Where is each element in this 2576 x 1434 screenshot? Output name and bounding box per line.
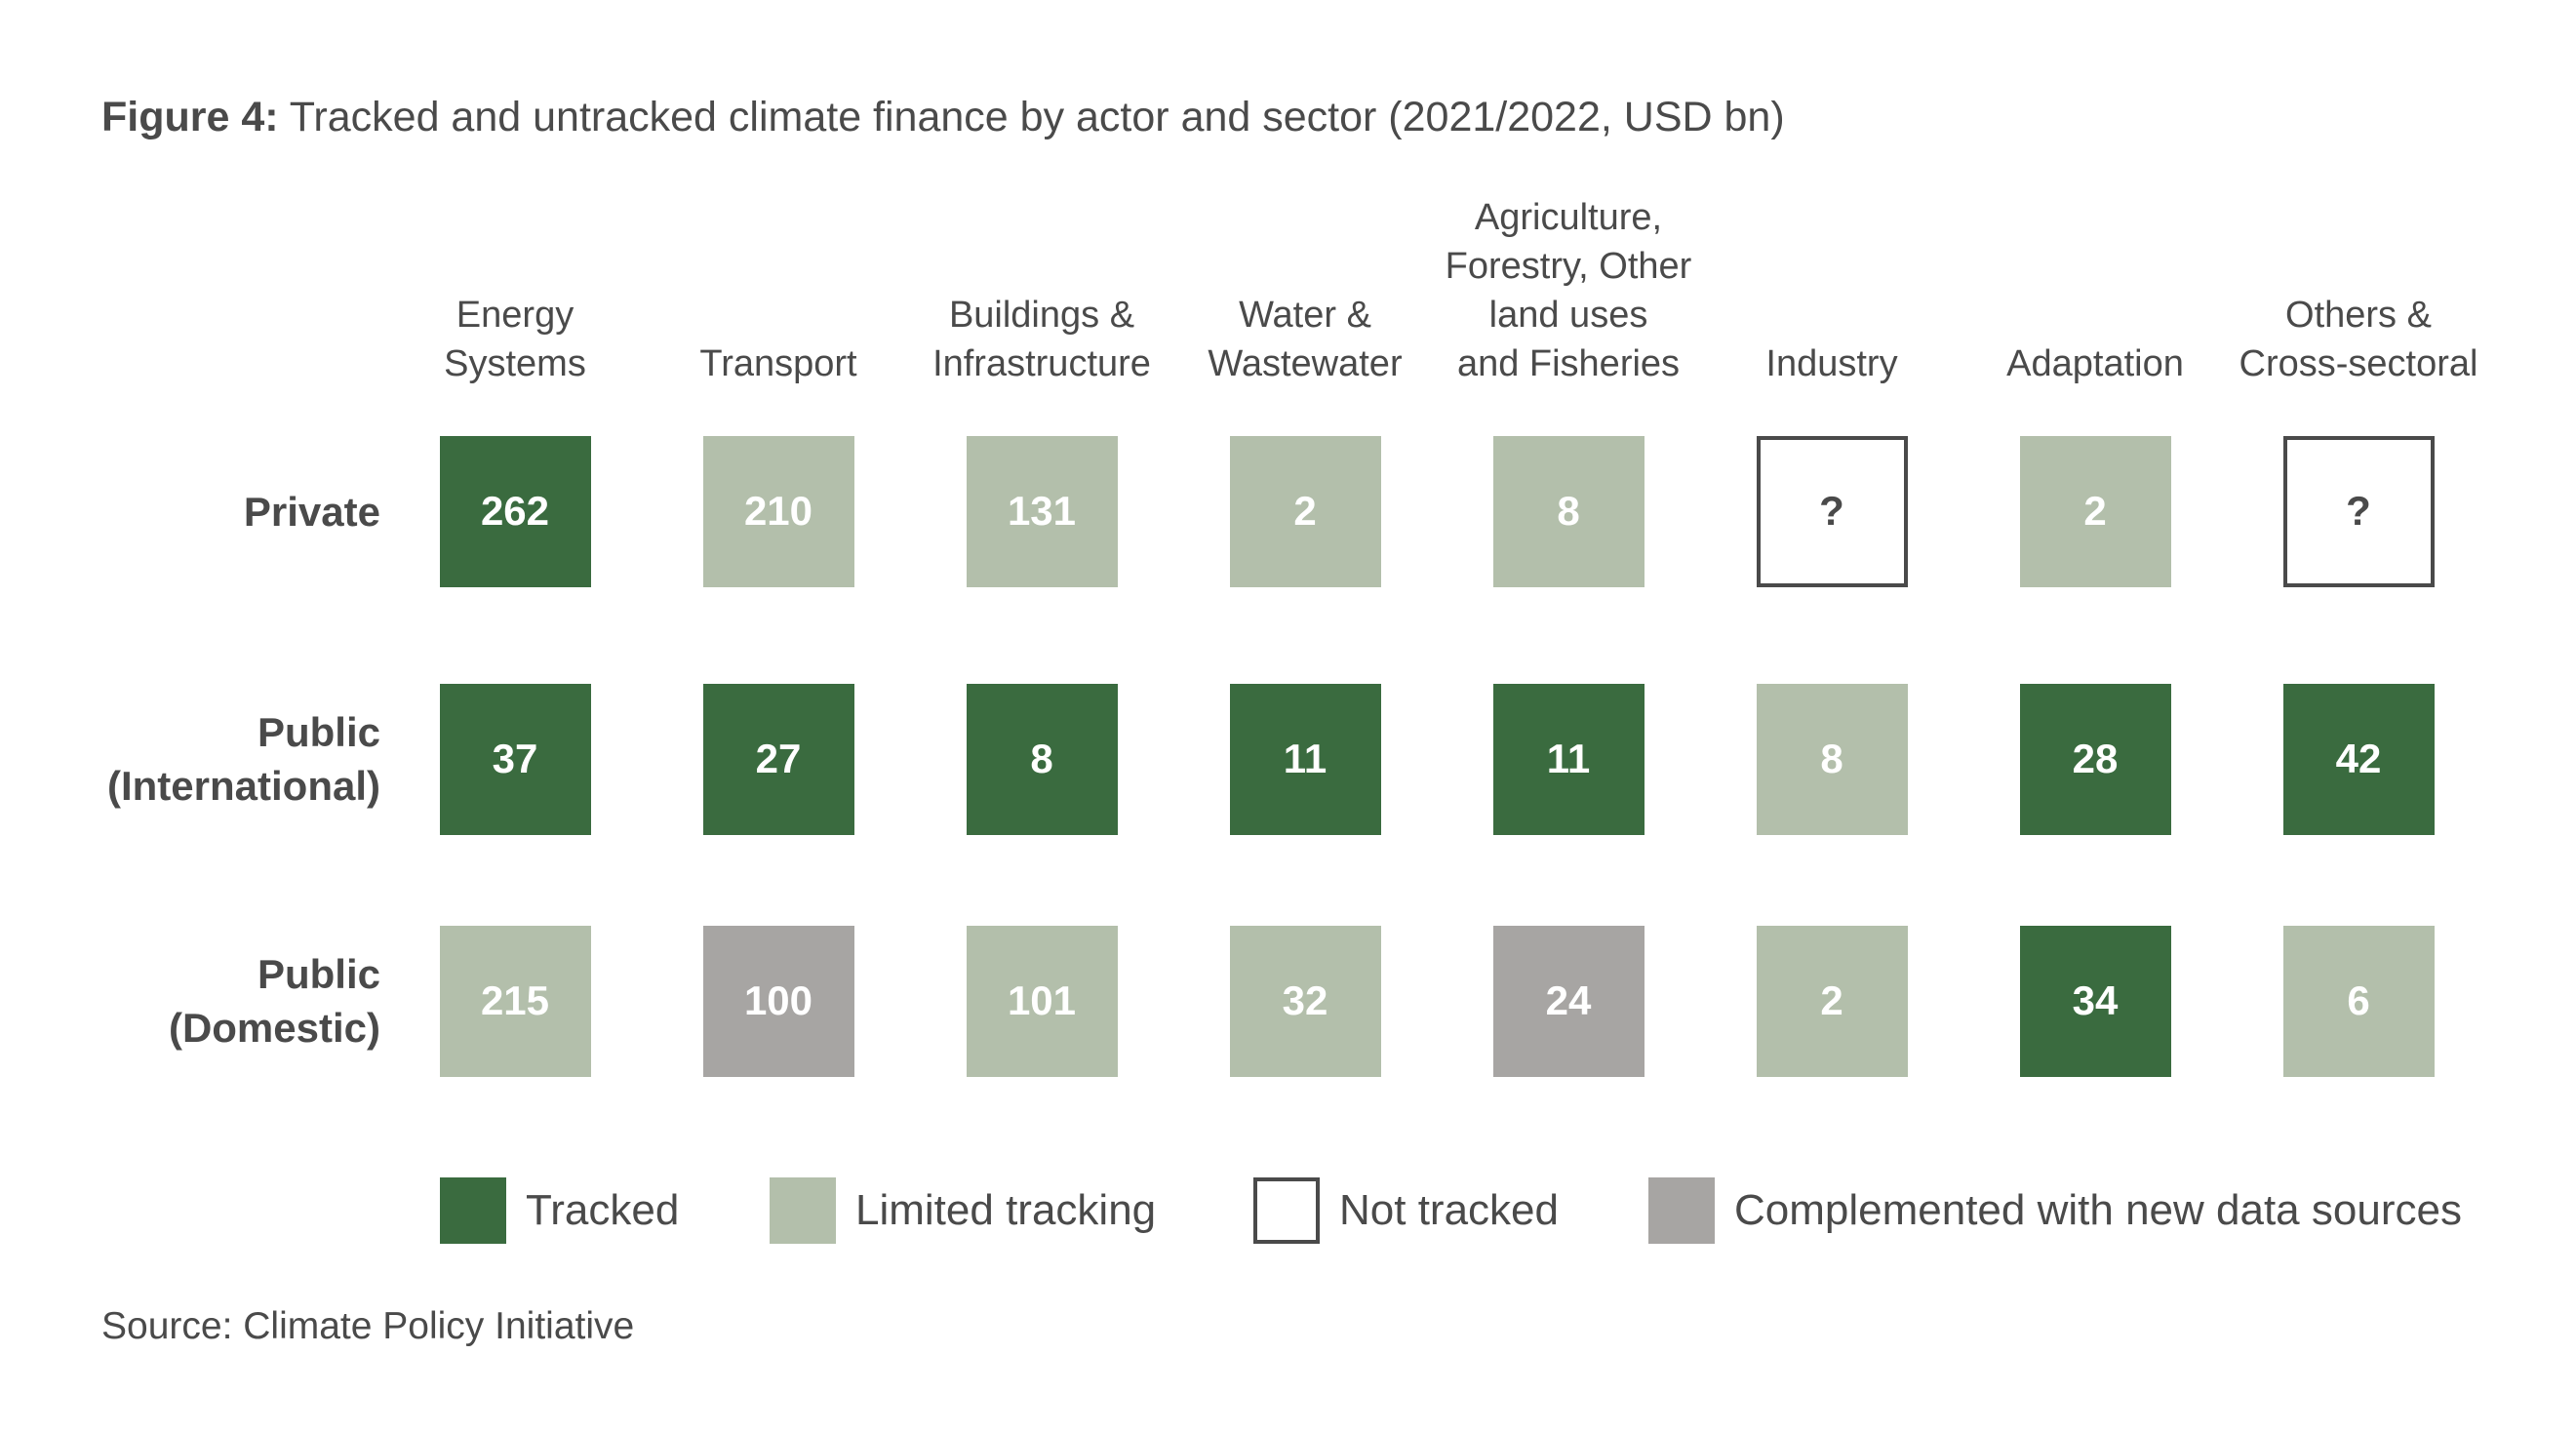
legend-label: Complemented with new data sources bbox=[1734, 1186, 2462, 1234]
legend-swatch bbox=[440, 1177, 506, 1244]
matrix-cell: ? bbox=[2282, 435, 2435, 587]
column-header: Transport bbox=[699, 343, 857, 384]
legend-swatch bbox=[770, 1177, 836, 1244]
source-note: Source: Climate Policy Initiative bbox=[101, 1305, 635, 1347]
matrix-cell: 100 bbox=[702, 925, 854, 1077]
matrix-cell: 262 bbox=[439, 435, 591, 587]
matrix-cell: 6 bbox=[2282, 925, 2435, 1077]
legend-label: Limited tracking bbox=[855, 1186, 1157, 1234]
column-header: Water & Wastewater bbox=[1208, 295, 1403, 384]
matrix-cell: 11 bbox=[1492, 683, 1645, 835]
matrix-cell: 101 bbox=[966, 925, 1118, 1077]
matrix-cell: ? bbox=[1756, 435, 1908, 587]
matrix-cell: 8 bbox=[1756, 683, 1908, 835]
matrix-cell: 34 bbox=[2019, 925, 2171, 1077]
column-header: Adaptation bbox=[2006, 343, 2184, 384]
matrix-cell: 42 bbox=[2282, 683, 2435, 835]
column-header: Agriculture, Forestry, Other land uses a… bbox=[1445, 197, 1692, 384]
row-label: Public (Domestic) bbox=[168, 951, 380, 1051]
row-label: Public (International) bbox=[107, 709, 380, 809]
matrix-cell: 28 bbox=[2019, 683, 2171, 835]
matrix-cell: 131 bbox=[966, 435, 1118, 587]
column-header: Others & Cross-sectoral bbox=[2239, 295, 2478, 384]
row-label: Private bbox=[243, 488, 380, 535]
matrix-cell: 8 bbox=[1492, 435, 1645, 587]
legend-label: Tracked bbox=[526, 1186, 680, 1234]
matrix-cell: 2 bbox=[2019, 435, 2171, 587]
matrix-cell: 27 bbox=[702, 683, 854, 835]
matrix-cell: 24 bbox=[1492, 925, 1645, 1077]
figure-title: Figure 4: Tracked and untracked climate … bbox=[101, 94, 1785, 141]
matrix-cell: 8 bbox=[966, 683, 1118, 835]
matrix-cell: 2 bbox=[1229, 435, 1381, 587]
figure-title-text: Tracked and untracked climate finance by… bbox=[289, 94, 1785, 140]
legend-swatch bbox=[1648, 1177, 1715, 1244]
matrix-cell: 2 bbox=[1756, 925, 1908, 1077]
figure-title-prefix: Figure 4: bbox=[101, 94, 279, 140]
column-header: Energy Systems bbox=[444, 295, 586, 384]
matrix-cell: 11 bbox=[1229, 683, 1381, 835]
matrix-cell: 32 bbox=[1229, 925, 1381, 1077]
matrix-cell: 215 bbox=[439, 925, 591, 1077]
legend-swatch bbox=[1253, 1177, 1320, 1244]
column-header: Industry bbox=[1765, 343, 1898, 384]
column-header: Buildings & Infrastructure bbox=[932, 295, 1151, 384]
legend-label: Not tracked bbox=[1339, 1186, 1559, 1234]
matrix-cell: 210 bbox=[702, 435, 854, 587]
matrix-cell: 37 bbox=[439, 683, 591, 835]
